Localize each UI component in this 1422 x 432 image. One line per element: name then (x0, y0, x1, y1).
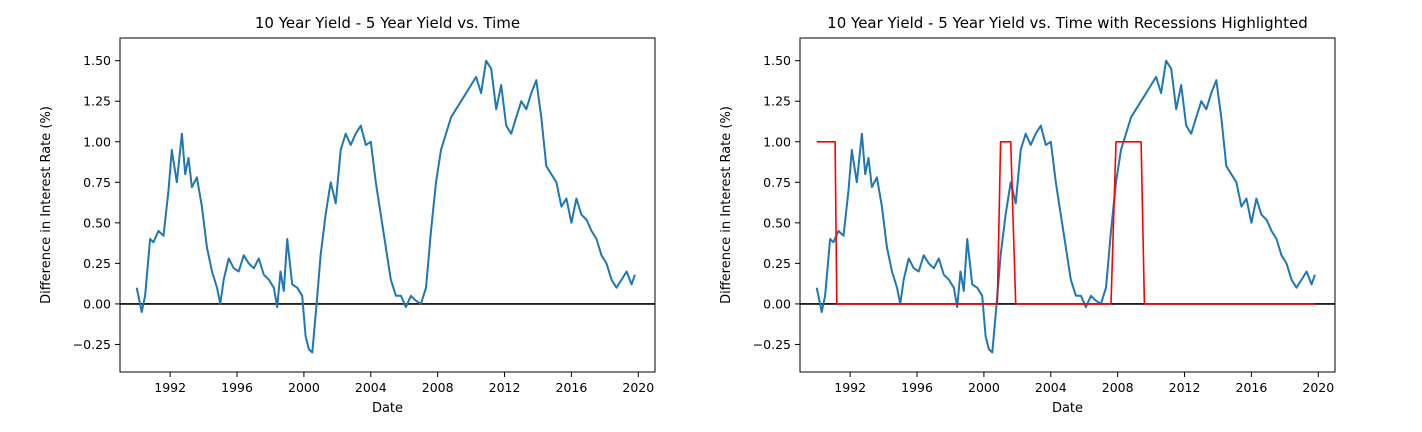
x-tick-label: 2012 (1169, 380, 1201, 395)
x-tick-label: 2008 (1102, 380, 1134, 395)
x-axis-label: Date (372, 401, 403, 416)
y-tick-label: 1.50 (83, 53, 111, 68)
y-tick-label: 0.00 (763, 296, 791, 311)
x-tick-label: 2004 (355, 380, 387, 395)
y-axis-label: Difference in Interest Rate (%) (39, 106, 54, 304)
y-tick-label: −0.25 (753, 337, 791, 352)
y-tick-label: 1.25 (763, 94, 791, 109)
plot-area-frame (119, 37, 656, 373)
x-axis-label: Date (1052, 401, 1083, 416)
x-tick-label: 1996 (221, 380, 253, 395)
chart-panel-1: 1992 1996 2000 2004 2008 2012 2016 2020 −0.25 0.0… (39, 14, 656, 416)
y-tick-label: 0.50 (83, 215, 111, 230)
y-axis-label: Difference in Interest Rate (%) (719, 106, 734, 304)
x-tick-label: 2012 (489, 380, 521, 395)
x-tick-label: 2008 (422, 380, 454, 395)
y-tick-label: 1.00 (763, 134, 791, 149)
y-tick-label: 0.75 (763, 175, 791, 190)
y-tick-label: 0.25 (763, 256, 791, 271)
y-tick-label: 1.25 (83, 94, 111, 109)
y-tick-label: 0.25 (83, 256, 111, 271)
y-tick-label: −0.25 (73, 337, 111, 352)
x-tick-label: 2004 (1035, 380, 1067, 395)
y-tick-label: 0.00 (83, 296, 111, 311)
yield-spread-series-line (135, 59, 636, 354)
x-tick-label: 2020 (1302, 380, 1334, 395)
recession-indicator-series-line (816, 141, 1315, 305)
x-tick-label: 2000 (968, 380, 1000, 395)
y-tick-label: 1.00 (83, 134, 111, 149)
y-tick-label: 1.50 (763, 53, 791, 68)
plot-area-frame (799, 37, 1336, 373)
x-tick-label: 2016 (1236, 380, 1268, 395)
chart-title: 10 Year Yield - 5 Year Yield vs. Time wi… (827, 14, 1308, 32)
x-tick-label: 2016 (556, 380, 588, 395)
y-tick-label: 0.75 (83, 175, 111, 190)
chart-panel-2: 1992 1996 2000 2004 2008 2012 2016 2020 −0.25 0.0… (719, 14, 1336, 416)
y-tick-label: 0.50 (763, 215, 791, 230)
x-tick-label: 1992 (154, 380, 186, 395)
chart-title: 10 Year Yield - 5 Year Yield vs. Time (255, 14, 520, 32)
x-tick-label: 2000 (288, 380, 320, 395)
x-tick-label: 2020 (622, 380, 654, 395)
x-tick-label: 1996 (901, 380, 933, 395)
x-tick-label: 1992 (834, 380, 866, 395)
yield-spread-series-line (815, 59, 1316, 354)
